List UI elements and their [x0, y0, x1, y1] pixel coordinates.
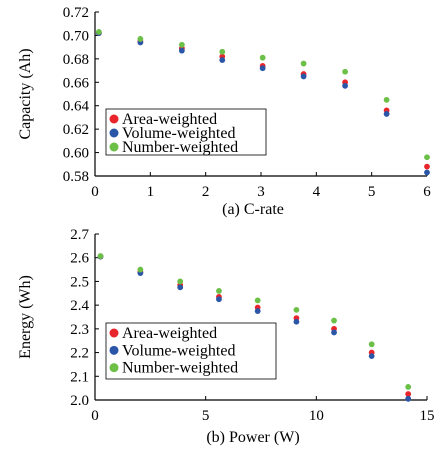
legend-label: Number-weighted — [122, 139, 238, 156]
series-number-weighted — [97, 253, 412, 390]
data-point — [424, 163, 430, 170]
data-point — [424, 154, 430, 161]
x-axis-title: (a) C-rate — [222, 201, 284, 218]
series-volume-weighted — [95, 30, 430, 176]
chart-panel-b: 2.0 2.1 2.2 2.3 2.4 2.5 2.6 2.7 0 5 10 15 (b) Power … — [17, 227, 435, 446]
data-point — [342, 68, 349, 75]
x-tick-label: 6 — [423, 184, 431, 200]
y-tick-label: 2.4 — [70, 298, 89, 314]
x-tick-label: 0 — [91, 184, 99, 200]
data-point — [97, 253, 104, 259]
legend-marker — [109, 328, 119, 338]
data-point — [219, 57, 226, 63]
data-point — [259, 65, 266, 72]
y-tick-label: 2.0 — [70, 393, 89, 409]
x-tick-label: 4 — [313, 184, 321, 200]
legend-marker — [109, 363, 119, 373]
data-point — [178, 47, 185, 54]
data-point — [300, 60, 307, 67]
legend-label: Volume-weighted — [122, 125, 235, 142]
x-tick-label: 5 — [368, 184, 376, 200]
legend-label: Area-weighted — [122, 111, 217, 128]
y-tick-label: 0.68 — [63, 52, 89, 68]
data-point — [368, 341, 375, 348]
data-point — [342, 82, 349, 89]
data-point — [95, 29, 102, 35]
data-point — [137, 266, 144, 273]
legend-label: Area-weighted — [122, 325, 217, 342]
chart-panel-a: 0.58 0.60 0.62 0.64 0.66 0.68 0.70 0.72 0 1 2 3 4 5 6 (… — [17, 5, 431, 218]
y-tick-label: 0.70 — [63, 28, 89, 44]
series-volume-weighted — [97, 253, 412, 402]
data-point — [293, 318, 300, 325]
y-tick-label: 2.7 — [70, 227, 89, 243]
legend-label: Volume-weighted — [122, 342, 235, 359]
y-axis-title: Capacity (Ah) — [17, 48, 34, 139]
data-point — [177, 284, 184, 291]
x-tick-label: 15 — [420, 408, 435, 424]
legend-box — [105, 322, 277, 380]
x-tick-label: 1 — [147, 184, 155, 200]
x-tick-label: 0 — [91, 408, 99, 424]
data-point — [331, 317, 337, 324]
y-tick-label: 0.66 — [63, 75, 90, 91]
legend-marker — [109, 142, 119, 152]
data-point — [254, 308, 261, 314]
legend: Area-weightedVolume-weightedNumber-weigh… — [105, 108, 267, 156]
legend-box — [105, 108, 267, 156]
y-tick-label: 0.62 — [63, 122, 89, 138]
data-point — [405, 395, 412, 402]
y-tick-label: 0.72 — [63, 5, 89, 21]
data-point — [216, 296, 222, 303]
y-tick-label: 2.2 — [70, 346, 89, 362]
legend-marker — [109, 345, 119, 355]
series-number-weighted — [95, 29, 430, 161]
data-point — [383, 96, 390, 103]
data-point — [424, 169, 430, 176]
y-tick-label: 0.58 — [63, 169, 89, 185]
data-point — [368, 353, 375, 360]
x-tick-label: 2 — [202, 184, 210, 200]
data-point — [178, 41, 185, 48]
y-tick-label: 0.64 — [63, 99, 90, 115]
legend-label: Number-weighted — [122, 360, 238, 377]
data-point — [216, 288, 222, 294]
x-tick-label: 3 — [257, 184, 265, 200]
legend: Area-weightedVolume-weightedNumber-weigh… — [105, 322, 277, 380]
y-tick-label: 2.6 — [70, 251, 89, 267]
y-tick-label: 2.5 — [70, 274, 89, 290]
data-point — [405, 391, 412, 397]
y-axis-title: Energy (Wh) — [17, 275, 34, 359]
data-point — [137, 36, 144, 42]
data-point — [177, 278, 184, 285]
data-point — [383, 111, 390, 117]
legend-marker — [109, 128, 119, 138]
x-tick-label: 5 — [202, 408, 210, 424]
data-point — [259, 54, 266, 61]
data-point — [254, 297, 261, 304]
legend-marker — [109, 114, 119, 124]
y-tick-label: 0.60 — [63, 146, 89, 162]
data-point — [219, 48, 226, 55]
x-axis-title: (b) Power (W) — [206, 429, 299, 446]
y-tick-label: 2.1 — [70, 369, 89, 385]
x-tick-label: 10 — [309, 408, 324, 424]
data-point — [331, 329, 337, 336]
data-point — [300, 73, 307, 80]
data-point — [405, 384, 412, 390]
data-point — [293, 306, 300, 313]
y-tick-label: 2.3 — [70, 322, 89, 338]
